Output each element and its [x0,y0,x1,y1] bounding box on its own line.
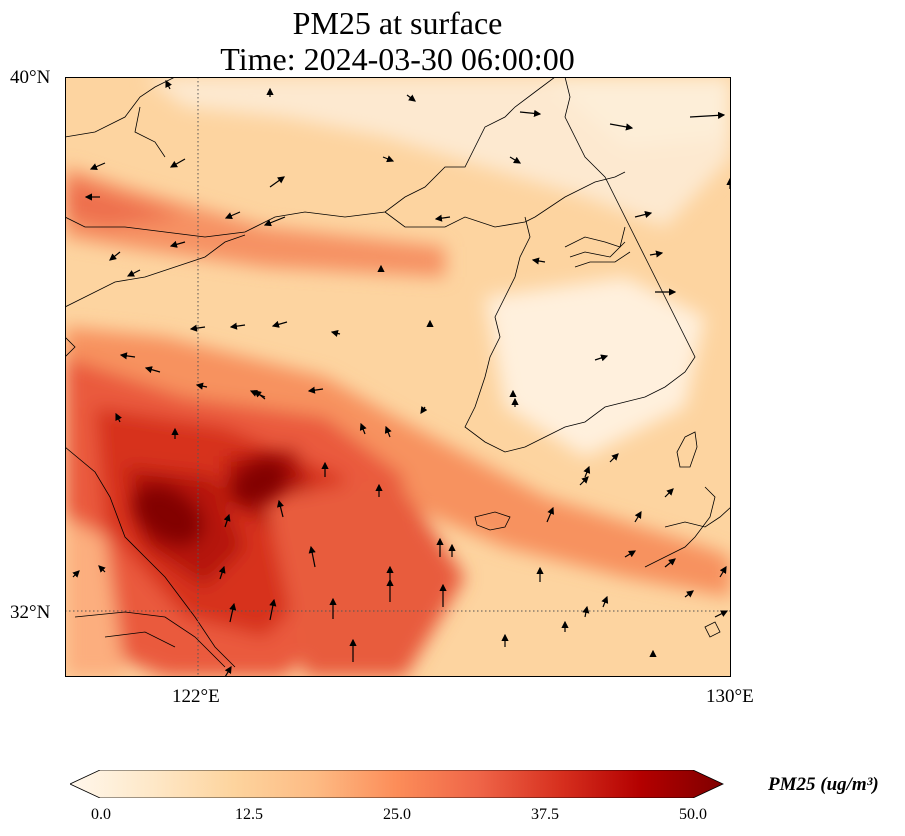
map-title: PM25 at surface [292,5,503,41]
wind-arrow [330,329,341,337]
wind-arrow [271,320,288,328]
wind-arrow [406,94,416,102]
wind-arrow [609,453,619,463]
wind-arrow [144,366,161,374]
colorbar-tick-4: 50.0 [679,806,707,823]
wind-arrow [276,499,284,518]
colorbar-tick-0: 0.0 [91,806,111,823]
wind-arrow [384,425,392,438]
wind-arrow [119,352,136,360]
wind-arrow [684,590,694,598]
wind-arrow [263,216,286,227]
wind-arrow [254,390,266,400]
wind-arrow [382,155,395,163]
coastlines [65,77,731,668]
pm25-field [65,77,731,677]
wind-arrow [649,250,664,258]
lat-tick-32: 32°N [10,602,51,623]
lon-tick-130: 130°E [706,686,754,707]
wind-arrow [109,251,121,261]
wind-arrow [634,210,653,218]
wind-arrow [609,123,634,131]
wind-arrow [269,598,277,621]
wind-arrow [126,269,141,277]
wind-arrow [634,510,642,523]
wind-arrow [308,545,316,568]
wind-arrow [89,162,106,170]
wind-arrow [583,465,591,478]
map-subtitle-time: Time: 2024-03-30 06:00:00 [220,41,575,77]
wind-arrow [72,570,80,578]
wind-arrow [434,214,451,222]
wind-arrow [719,565,727,578]
wind-arrow [224,665,232,677]
wind-arrow [579,476,589,486]
lon-tick-122: 122°E [172,686,220,707]
wind-arrow [546,506,554,523]
colorbar-tick-1: 12.5 [235,806,263,823]
wind-arrow [307,386,324,394]
wind-arrow [98,565,106,573]
gridlines [65,77,731,677]
colorbar-tick-2: 25.0 [383,806,411,823]
wind-arrow [664,558,676,568]
wind-arrow [714,610,729,618]
wind-arrow [223,513,231,528]
wind-arrow [531,257,546,265]
colorbar-tick-3: 37.5 [531,806,559,823]
wind-arrow [224,211,241,219]
wind-arrow [594,354,609,362]
wind-arrow [664,488,674,498]
wind-arrow [269,176,285,188]
colorbar-label: PM25 (ug/m³) [768,774,879,795]
wind-arrow [601,595,609,608]
wind-arrow [582,605,590,618]
wind-arrow [229,322,246,330]
wind-arrow [169,158,186,168]
wind-arrow [169,240,186,248]
wind-arrow [195,382,208,390]
wind-arrow [420,406,428,414]
lat-tick-40: 40°N [10,67,51,88]
wind-arrow [689,111,726,119]
wind-arrow [519,109,542,117]
colorbar [70,770,724,798]
wind-arrow [189,324,206,332]
wind-arrow [229,602,237,623]
wind-arrow [165,79,172,90]
wind-arrow [115,412,122,423]
wind-arrow [509,156,522,164]
wind-arrow [359,422,367,435]
pm25-map [65,77,731,677]
wind-arrow [218,565,226,580]
wind-arrow [624,550,637,558]
